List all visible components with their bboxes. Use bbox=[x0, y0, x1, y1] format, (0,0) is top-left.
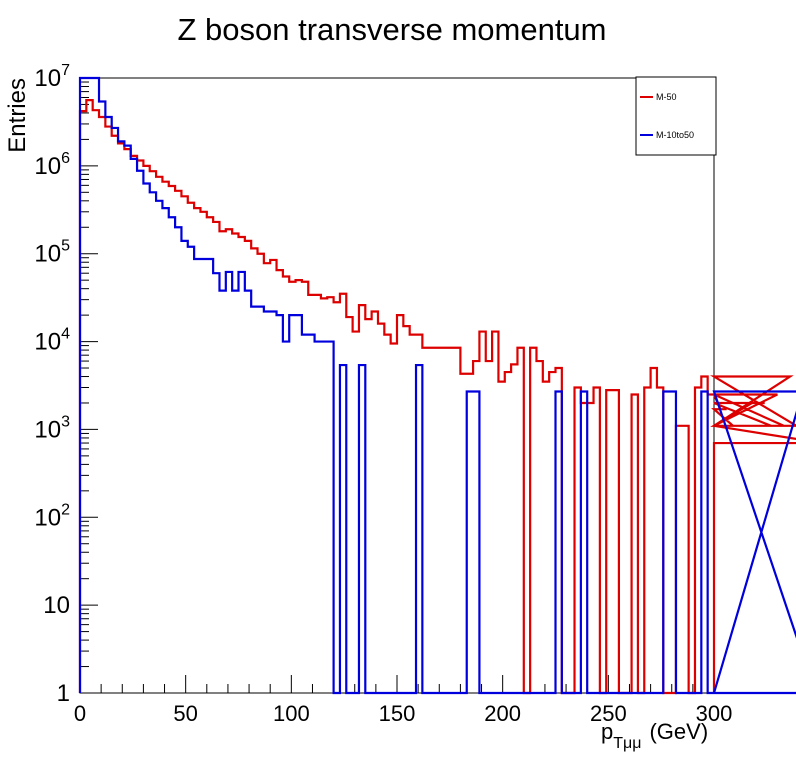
x-tick-label: 250 bbox=[590, 701, 627, 726]
x-axis-label: pTμμ (GeV) bbox=[601, 719, 708, 752]
y-tick-label-base: 10 bbox=[43, 592, 70, 619]
series-line-m50 bbox=[78, 99, 796, 695]
y-tick-label: 105 bbox=[34, 238, 70, 268]
y-tick-label-exponent: 7 bbox=[61, 62, 70, 79]
y-axis-ticks bbox=[80, 77, 98, 694]
x-tick-label: 50 bbox=[173, 701, 197, 726]
x-tick-label: 0 bbox=[74, 701, 86, 726]
y-tick-label-base: 10 bbox=[34, 416, 61, 443]
legend-label-m10to50: M-10to50 bbox=[656, 130, 694, 140]
y-tick-label: 107 bbox=[34, 62, 70, 92]
x-axis-label-main: p bbox=[601, 719, 613, 744]
y-tick-label-exponent: 6 bbox=[61, 150, 70, 167]
y-tick-label-base: 10 bbox=[34, 65, 61, 92]
y-tick-label-base: 10 bbox=[34, 241, 61, 268]
y-tick-label: 10 bbox=[43, 592, 70, 619]
x-axis-label-sub: Tμμ bbox=[613, 735, 641, 752]
y-tick-label-exponent: 3 bbox=[61, 413, 70, 430]
x-tick-label: 100 bbox=[273, 701, 310, 726]
series-line-m10to50 bbox=[78, 76, 796, 695]
legend: M-50 M-10to50 bbox=[635, 76, 717, 156]
histogram-series bbox=[78, 76, 796, 695]
y-tick-label-base: 10 bbox=[34, 329, 61, 356]
y-tick-label-exponent: 2 bbox=[61, 501, 70, 518]
y-tick-label-exponent: 4 bbox=[61, 326, 70, 343]
x-tick-label: 300 bbox=[696, 701, 733, 726]
y-tick-label: 104 bbox=[34, 326, 70, 356]
y-axis-label: Entries bbox=[4, 78, 31, 153]
x-axis-tick-labels: 0 50 100 150 200 250 300 bbox=[74, 701, 732, 726]
legend-label-m50: M-50 bbox=[656, 92, 677, 102]
y-tick-label-base: 1 bbox=[57, 680, 70, 707]
y-tick-label: 106 bbox=[34, 150, 70, 180]
y-tick-label-base: 10 bbox=[34, 153, 61, 180]
x-axis-label-unit: (GeV) bbox=[649, 719, 708, 744]
y-tick-label: 102 bbox=[34, 501, 70, 531]
y-tick-label-exponent: 5 bbox=[61, 238, 70, 255]
legend-box bbox=[635, 76, 717, 156]
chart-title: Z boson transverse momentum bbox=[177, 12, 606, 47]
x-tick-label: 150 bbox=[379, 701, 416, 726]
y-tick-label: 1 bbox=[57, 680, 70, 707]
y-tick-label: 103 bbox=[34, 413, 70, 443]
x-tick-label: 200 bbox=[484, 701, 521, 726]
y-tick-label-base: 10 bbox=[34, 504, 61, 531]
